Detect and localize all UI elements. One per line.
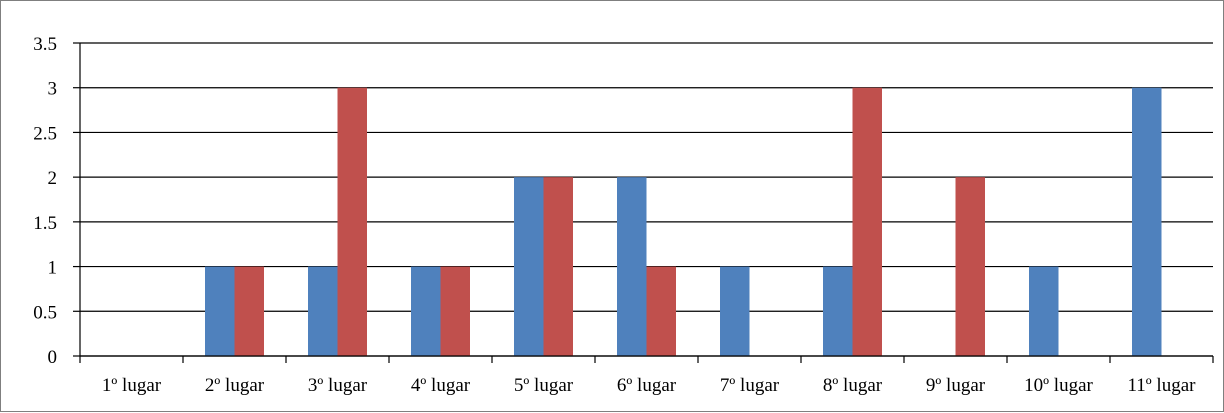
bar-series-2-6 [646, 266, 676, 356]
y-tick-label: 3.5 [33, 34, 57, 55]
y-tick-label: 0.5 [33, 302, 57, 323]
bar-series-2-3 [337, 87, 367, 356]
bar-series-2-4 [440, 266, 470, 356]
x-tick-label: 11º lugar [1128, 375, 1197, 396]
x-tick-label: 9º lugar [926, 375, 986, 396]
bar-series-1-6 [617, 177, 647, 356]
bar-series-1-11 [1132, 87, 1162, 356]
axes [73, 42, 1214, 363]
bars [205, 87, 1162, 356]
bar-series-2-8 [852, 87, 882, 356]
x-tick-labels: 1º lugar 2º lugar 3º lugar 4º lugar 5º lugar… [102, 375, 1196, 396]
y-tick-label: 2.5 [33, 123, 57, 144]
x-tick-label: 7º lugar [720, 375, 780, 396]
bar-series-1-3 [308, 266, 338, 356]
y-tick-label: 1 [48, 258, 58, 279]
y-tick-label: 1.5 [33, 213, 57, 234]
bar-series-1-4 [411, 266, 441, 356]
x-tick-label: 3º lugar [308, 375, 368, 396]
x-tick-label: 4º lugar [411, 375, 471, 396]
bar-series-2-5 [543, 177, 573, 356]
bar-series-1-8 [823, 266, 853, 356]
bar-series-2-9 [955, 177, 985, 356]
x-tick-label: 5º lugar [514, 375, 574, 396]
x-tick-label: 8º lugar [823, 375, 883, 396]
y-tick-label: 2 [48, 168, 58, 189]
bar-series-1-7 [720, 266, 750, 356]
bar-series-2-2 [234, 266, 264, 356]
bar-series-1-5 [514, 177, 544, 356]
bar-series-1-2 [205, 266, 235, 356]
y-tick-label: 3 [48, 79, 58, 100]
x-tick-label: 6º lugar [617, 375, 677, 396]
x-tick-label: 10º lugar [1024, 375, 1093, 396]
x-tick-label: 1º lugar [102, 375, 162, 396]
x-tick-label: 2º lugar [205, 375, 265, 396]
bar-series-1-10 [1029, 266, 1059, 356]
y-tick-labels: 0 0.5 1 1.5 2 2.5 3 3.5 [33, 34, 57, 368]
y-tick-label: 0 [48, 347, 58, 368]
